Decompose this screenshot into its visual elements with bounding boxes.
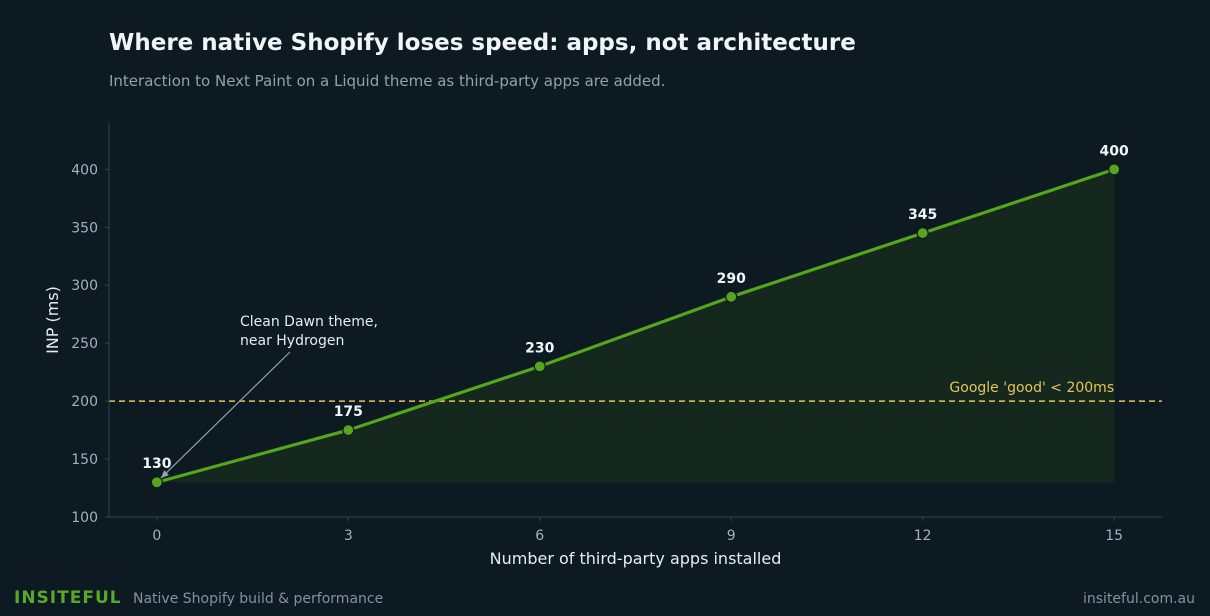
reference-line-group: Google 'good' < 200ms bbox=[109, 380, 1162, 402]
y-tick-label: 100 bbox=[71, 510, 98, 526]
y-tick-label: 400 bbox=[71, 162, 98, 178]
footer: INSITEFUL Native Shopify build & perform… bbox=[14, 588, 1195, 608]
data-label: 290 bbox=[717, 271, 746, 287]
annotation-text-line-2: near Hydrogen bbox=[240, 333, 344, 349]
annotation-text: Clean Dawn theme, near Hydrogen bbox=[240, 314, 382, 349]
data-point bbox=[1108, 163, 1121, 176]
footer-brand-logo: INSITEFUL bbox=[14, 588, 122, 608]
x-tick-label: 0 bbox=[152, 528, 161, 544]
series-line bbox=[155, 167, 1116, 484]
data-label: 345 bbox=[908, 207, 937, 223]
data-points bbox=[150, 163, 1121, 489]
annotation-arrow-head bbox=[160, 470, 170, 479]
x-tick-label: 15 bbox=[1105, 528, 1123, 544]
data-point bbox=[342, 423, 355, 437]
footer-tagline: Native Shopify build & performance bbox=[133, 591, 383, 607]
data-point bbox=[150, 476, 163, 489]
annotation: Clean Dawn theme, near Hydrogen bbox=[160, 314, 382, 479]
data-label: 175 bbox=[334, 404, 363, 420]
axes: 0 3 6 9 12 15 100 150 200 250 300 350 400 Number of… bbox=[43, 123, 1162, 568]
y-tick-label: 150 bbox=[71, 452, 98, 468]
x-tick-label: 9 bbox=[727, 528, 736, 544]
data-label: 130 bbox=[142, 456, 171, 472]
data-label: 400 bbox=[1100, 143, 1129, 159]
chart-subtitle: Interaction to Next Paint on a Liquid th… bbox=[109, 72, 665, 90]
data-point bbox=[916, 226, 929, 240]
chart-title: Where native Shopify loses speed: apps, … bbox=[109, 30, 856, 56]
y-axis-label: INP (ms) bbox=[43, 286, 62, 354]
reference-line-label: Google 'good' < 200ms bbox=[949, 380, 1114, 396]
plot-area: Google 'good' < 200ms 130 175 230 290 345 400… bbox=[109, 143, 1162, 489]
annotation-text-line-1: Clean Dawn theme, bbox=[240, 314, 378, 330]
y-tick-label: 350 bbox=[71, 220, 98, 236]
x-tick-label: 3 bbox=[344, 528, 353, 544]
footer-site-link[interactable]: insiteful.com.au bbox=[1083, 591, 1195, 607]
data-point bbox=[725, 290, 738, 303]
x-tick-label: 12 bbox=[914, 528, 932, 544]
area-fill bbox=[156, 169, 1115, 483]
y-axis-ticks: 100 150 200 250 300 350 400 bbox=[71, 162, 109, 526]
x-tick-label: 6 bbox=[535, 528, 544, 544]
data-label: 230 bbox=[525, 340, 554, 356]
data-point bbox=[533, 360, 546, 373]
annotation-arrow-line bbox=[160, 351, 291, 479]
y-tick-label: 250 bbox=[71, 336, 98, 352]
y-tick-label: 200 bbox=[71, 394, 98, 410]
data-labels: 130 175 230 290 345 400 bbox=[142, 143, 1129, 472]
x-axis-ticks: 0 3 6 9 12 15 bbox=[152, 517, 1123, 544]
y-tick-label: 300 bbox=[71, 278, 98, 294]
x-axis-label: Number of third-party apps installed bbox=[490, 549, 782, 568]
